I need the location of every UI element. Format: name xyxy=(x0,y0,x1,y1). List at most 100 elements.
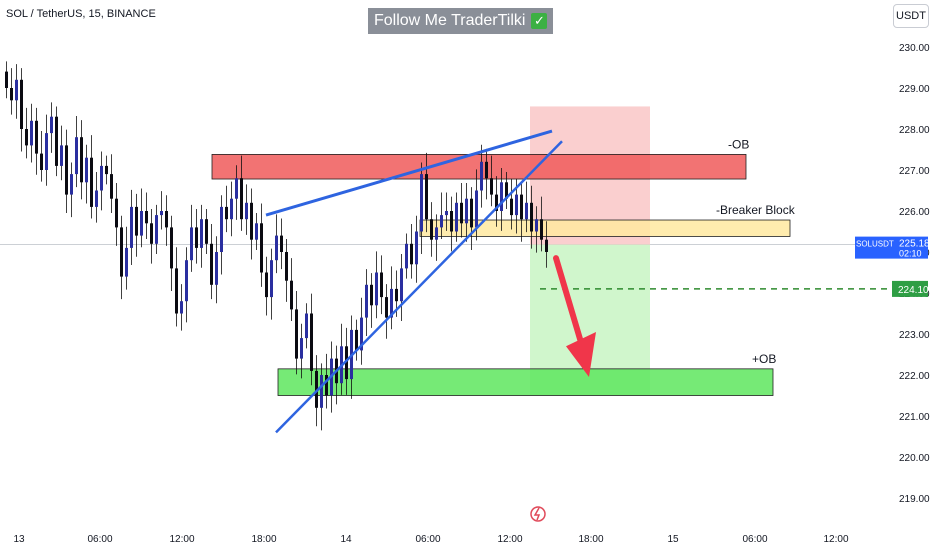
lightning-bolt-icon xyxy=(533,507,541,521)
candle-body xyxy=(240,178,243,220)
candle-body xyxy=(30,120,33,146)
candle-body xyxy=(200,219,203,248)
candle-body xyxy=(175,268,178,314)
candle-body xyxy=(290,280,293,310)
candle-body xyxy=(190,227,193,261)
candle-body xyxy=(530,202,533,232)
candle-body xyxy=(535,219,538,232)
candle-body xyxy=(10,88,13,101)
candle-body xyxy=(395,288,398,302)
candle-body xyxy=(435,227,438,240)
candle-body xyxy=(460,202,463,224)
currency-button[interactable]: USDT xyxy=(893,4,929,28)
candle-body xyxy=(470,198,473,228)
candle-body xyxy=(480,161,483,191)
candle-body xyxy=(450,211,453,232)
zone-label: +OB xyxy=(752,352,776,366)
candle-body xyxy=(235,178,238,199)
candle-body xyxy=(285,252,288,281)
candle-body xyxy=(120,227,123,277)
candle-body xyxy=(80,137,83,183)
candle-body xyxy=(255,223,258,240)
upper-trendline xyxy=(265,129,553,217)
candle-body xyxy=(420,174,423,232)
candle-body xyxy=(345,346,348,380)
candle-body xyxy=(185,260,188,302)
candle-body xyxy=(300,338,303,359)
time-tick-label: 12:00 xyxy=(823,534,848,545)
candle-body xyxy=(385,297,388,318)
lower-trendline xyxy=(275,140,563,434)
candle-body xyxy=(475,190,478,228)
candle-body xyxy=(205,219,208,244)
candle-body xyxy=(295,309,298,359)
price-tick-label: 227.00 xyxy=(899,166,930,177)
candle-body xyxy=(60,145,63,166)
candle-body xyxy=(275,235,278,261)
lightning-icon xyxy=(530,506,546,522)
candle-body xyxy=(90,157,93,207)
candle-body xyxy=(320,375,323,408)
candle-body xyxy=(245,202,248,220)
price-tick-label: 229.00 xyxy=(899,84,930,95)
candle-body xyxy=(430,219,433,240)
candle-body xyxy=(45,133,48,170)
last-price-tag xyxy=(855,236,898,259)
candle-body xyxy=(515,194,518,216)
candle-body xyxy=(370,284,373,306)
candle-body xyxy=(505,182,508,199)
candle-body xyxy=(85,157,88,183)
time-tick-label: 13 xyxy=(13,534,25,545)
candle-body xyxy=(270,260,273,298)
price-tick-label: 222.00 xyxy=(899,371,930,382)
arrow-head xyxy=(566,331,596,378)
candle-body xyxy=(510,198,513,216)
time-tick-label: 18:00 xyxy=(578,534,603,545)
candle-body xyxy=(495,194,498,211)
candle-body xyxy=(265,272,268,298)
candle-body xyxy=(440,215,443,228)
zone-box xyxy=(211,154,747,180)
watermark-banner: Follow Me TraderTilki ✓ xyxy=(368,8,554,34)
candle-body xyxy=(145,211,148,224)
symbol-title: SOL / TetherUS, 15, BINANCE xyxy=(6,8,156,20)
price-tick-label: 226.00 xyxy=(899,207,930,218)
candle-body xyxy=(380,272,383,298)
candle-body xyxy=(445,211,448,216)
candle-body xyxy=(545,239,548,252)
candle-body xyxy=(105,165,108,175)
candle-body xyxy=(125,247,128,277)
candle-body xyxy=(195,227,198,248)
target-price-value: 224.10 xyxy=(898,285,929,296)
zone-box xyxy=(277,368,774,396)
candle-body xyxy=(35,120,38,154)
price-tick-label: 219.00 xyxy=(899,494,930,505)
candle-body xyxy=(160,211,163,216)
check-icon: ✓ xyxy=(531,13,548,29)
candle-body xyxy=(225,206,228,220)
candle-body xyxy=(230,198,233,220)
candle-body xyxy=(485,161,488,179)
candle-body xyxy=(100,165,103,191)
banner-text: Follow Me TraderTilki xyxy=(374,12,526,29)
candle-body xyxy=(110,174,113,199)
candle-body xyxy=(5,71,8,88)
candle-body xyxy=(375,272,378,306)
candle-body xyxy=(260,223,263,273)
candle-body xyxy=(410,243,413,265)
price-tag-countdown: 02:10 xyxy=(899,249,922,259)
candle-body xyxy=(465,198,468,224)
candle-body xyxy=(155,215,158,244)
candle-body xyxy=(115,198,118,228)
candle-body xyxy=(15,79,18,101)
zone-label: -Breaker Block xyxy=(716,203,796,217)
price-tick-label: 228.00 xyxy=(899,125,930,136)
candle-body xyxy=(500,182,503,211)
candle-body xyxy=(425,174,428,220)
candle-body xyxy=(525,202,528,220)
candle-body xyxy=(390,288,393,318)
candle-body xyxy=(40,153,43,170)
candle-body xyxy=(215,252,218,285)
price-tag-value: 225.18 xyxy=(899,239,930,250)
